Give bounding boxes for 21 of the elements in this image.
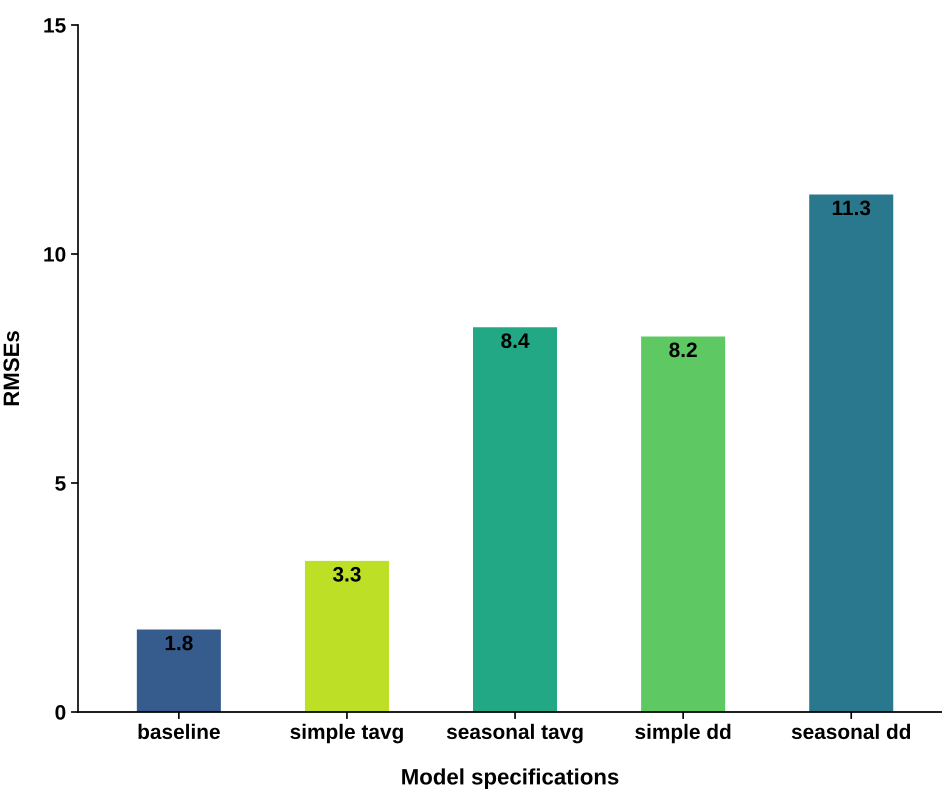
x-tick-label: simple dd [635,724,730,744]
data-label: 11.3 [832,200,870,216]
data-label: 8.4 [501,333,530,348]
x-tick-label: seasonal dd [792,724,910,740]
bar [473,327,558,712]
bar [809,194,894,712]
x-tick-label: simple tavg [290,724,403,744]
bar [641,336,726,712]
y-tick-label: 5 [55,476,66,491]
data-label: 3.3 [332,566,361,582]
bar [136,630,221,712]
data-label: 1.8 [166,636,193,650]
bar [304,560,389,712]
x-tick-label: seasonal tavg [446,724,583,744]
data-label: 8.2 [669,342,697,358]
y-axis-title: RMSEs [3,331,20,406]
y-tick-label: 0 [55,705,66,720]
x-axis-title: Model specifications [402,768,618,790]
y-tick-label: 10 [44,247,66,262]
x-tick-label: baseline [138,724,220,740]
y-tick-label: 15 [44,18,66,33]
